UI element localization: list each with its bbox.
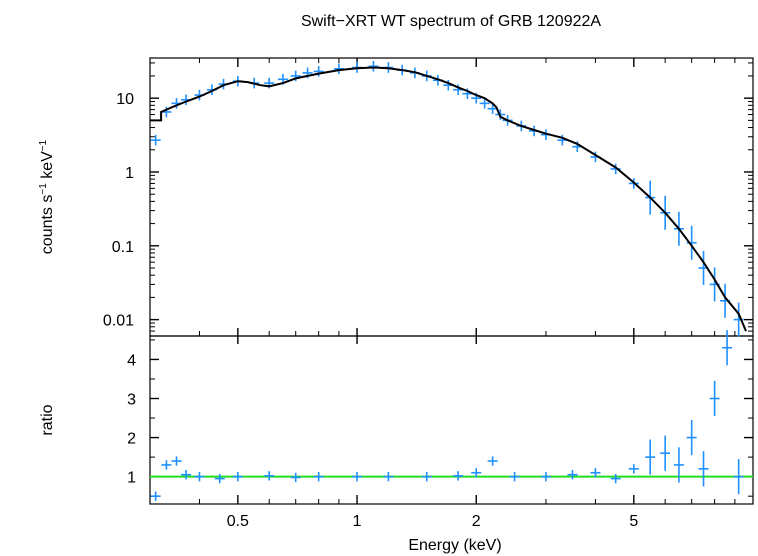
ratio-ticks xyxy=(149,339,753,504)
ratio-data-point xyxy=(150,491,161,501)
ratio-data-point xyxy=(232,471,243,482)
ratio-data-point xyxy=(709,380,720,417)
spectrum-data-point xyxy=(290,70,301,82)
ratio-data-point xyxy=(161,460,172,470)
ratio-data-point xyxy=(214,473,225,484)
ratio-data-point xyxy=(733,459,744,495)
spectrum-data-point xyxy=(610,163,621,175)
ratio-data-point xyxy=(698,451,709,487)
y-tick-label: 0.1 xyxy=(112,239,134,256)
ratio-data-point xyxy=(660,435,671,471)
x-tick-labels: 0.5 1 2 5 xyxy=(227,513,639,530)
spectrum-model xyxy=(150,66,747,332)
ratio-y-tick-labels: 1 2 3 4 xyxy=(127,352,136,486)
ratio-data-point xyxy=(352,471,363,482)
ratio-data-point xyxy=(290,472,301,483)
ratio-data-point xyxy=(194,471,205,482)
ratio-data-point xyxy=(171,456,182,466)
ratio-data-point xyxy=(421,471,432,482)
spectrum-data-point xyxy=(313,66,324,77)
y-label-part-counts: counts s xyxy=(39,195,56,255)
ratio-data-point xyxy=(628,464,639,474)
x-axis-label: Energy (keV) xyxy=(408,537,501,554)
ratio-data-point xyxy=(383,471,394,482)
spectrum-data-point xyxy=(150,134,161,146)
ratio-y-tick-label: 3 xyxy=(127,392,136,409)
spectrum-ticks xyxy=(149,58,753,344)
ratio-data-point xyxy=(540,471,551,482)
ratio-y-tick-label: 2 xyxy=(127,431,136,448)
spectrum-y-tick-labels: 10 1 0.1 0.01 xyxy=(103,91,134,329)
spectrum-data-point xyxy=(368,61,379,72)
y-label-exp-1: −1 xyxy=(38,183,49,195)
x-tick-label: 1 xyxy=(353,513,362,530)
y-label-part-kev: keV xyxy=(39,151,56,183)
ratio-data-point xyxy=(673,447,684,483)
y-tick-label: 0.01 xyxy=(103,313,134,330)
ratio-data-point xyxy=(509,471,520,482)
spectrum-data-point xyxy=(479,98,490,109)
ratio-data-point xyxy=(590,468,601,478)
ratio-data-point xyxy=(645,439,656,475)
ratio-panel-frame xyxy=(149,335,754,505)
spectrum-panel-frame xyxy=(149,57,754,337)
x-tick-label: 0.5 xyxy=(227,513,249,530)
ratio-data-point xyxy=(610,473,621,484)
ratio-data-points xyxy=(150,330,744,501)
ratio-data-point xyxy=(722,330,733,366)
y-tick-label: 10 xyxy=(116,91,134,108)
ratio-data-point xyxy=(313,471,324,482)
ratio-data-point xyxy=(686,420,697,456)
ratio-y-axis-label: ratio xyxy=(39,404,56,435)
chart-title: Swift−XRT WT spectrum of GRB 120922A xyxy=(301,13,601,30)
x-tick-label: 5 xyxy=(629,513,638,530)
spectrum-model-line xyxy=(150,66,747,332)
ratio-data-point xyxy=(567,470,578,480)
ratio-data-point xyxy=(487,456,498,466)
ratio-data-point xyxy=(471,468,482,478)
ratio-data-point xyxy=(264,471,275,481)
y-label-exp-2: −1 xyxy=(38,139,49,151)
spectrum-y-axis-label: counts s−1 keV−1 xyxy=(38,139,56,254)
ratio-data-point xyxy=(181,470,192,480)
x-tick-label: 2 xyxy=(472,513,481,530)
ratio-y-tick-label: 1 xyxy=(127,470,136,487)
ratio-y-tick-label: 4 xyxy=(127,352,136,369)
spectrum-data-points xyxy=(150,61,744,337)
y-tick-label: 1 xyxy=(125,165,134,182)
ratio-data-point xyxy=(453,471,464,481)
